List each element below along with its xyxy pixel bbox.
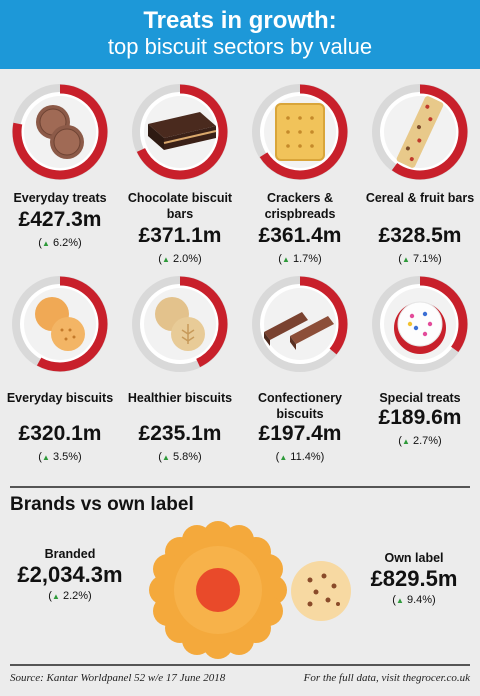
own-label-block: Own label £829.5m (▲ 9.4%) [356, 550, 472, 609]
sector-value: £189.6m [378, 406, 462, 429]
up-arrow-icon: ▲ [41, 239, 50, 248]
sector-name: Chocolate biscuit bars [127, 191, 233, 221]
section-divider [10, 486, 470, 488]
brand-value: £2,034.3m [17, 562, 123, 587]
page-subtitle: top biscuit sectors by value [107, 34, 373, 59]
plate-ring [372, 84, 468, 180]
footer-divider [10, 664, 470, 666]
sector-change: (▲ 2.0%) [158, 253, 202, 265]
wafer-finger-icon [264, 312, 334, 350]
digestive-biscuit-icon [155, 297, 205, 351]
sector-change: (▲ 3.5%) [38, 451, 82, 463]
cookie-icon [291, 561, 351, 621]
sector-value: £235.1m [138, 422, 222, 445]
sector-name: Everyday treats [13, 191, 107, 205]
sector-name: Crackers & crispbreads [264, 191, 336, 221]
share-ring [252, 84, 348, 180]
cereal-bar-icon [396, 96, 444, 168]
flower-biscuit-icon [149, 521, 287, 659]
up-arrow-icon: ▲ [281, 255, 290, 264]
up-arrow-icon: ▲ [401, 437, 410, 446]
up-arrow-icon: ▲ [41, 453, 50, 462]
footer-link[interactable]: For the full data, visit thegrocer.co.uk [303, 672, 470, 684]
plate-ring [252, 276, 348, 372]
rich-tea-biscuit-icon [35, 297, 85, 351]
sector-name: Cereal & fruit bars [365, 191, 475, 205]
sector-value: £197.4m [258, 422, 342, 445]
source-note: Source: Kantar Worldpanel 52 w/e 17 June… [10, 672, 226, 684]
branded-block: Branded £2,034.3m (▲ 2.2%) [10, 546, 130, 605]
sector-value: £361.4m [258, 224, 342, 247]
iced-biscuit-icon [394, 301, 446, 354]
share-ring [12, 276, 108, 372]
sector-name: Healthier biscuits [127, 391, 233, 405]
bourbon-biscuit-icon [36, 105, 84, 159]
share-ring [132, 276, 228, 372]
sector-change: (▲ 6.2%) [38, 237, 82, 249]
comparison-title: Brands vs own label [10, 494, 194, 515]
plate-ring [132, 276, 228, 372]
brand-name: Own label [384, 551, 444, 565]
sector-change: (▲ 2.7%) [398, 435, 442, 447]
share-ring [132, 84, 228, 180]
up-arrow-icon: ▲ [279, 453, 288, 462]
sector-name: Confectionery biscuits [257, 391, 343, 421]
sector-name: Special treats [379, 391, 461, 405]
share-ring [252, 276, 348, 372]
up-arrow-icon: ▲ [161, 255, 170, 264]
plate-ring [12, 84, 108, 180]
sector-value: £320.1m [18, 422, 102, 445]
header-banner: Treats in growth: top biscuit sectors by… [0, 0, 480, 69]
up-arrow-icon: ▲ [51, 592, 60, 601]
share-ring [372, 84, 468, 180]
plate-ring [12, 276, 108, 372]
sector-value: £328.5m [378, 224, 462, 247]
plate-ring [252, 84, 348, 180]
brand-change: (▲ 2.2%) [48, 590, 92, 602]
brand-name: Branded [44, 547, 96, 561]
sector-change: (▲ 11.4%) [275, 451, 325, 463]
up-arrow-icon: ▲ [395, 596, 404, 605]
page-title: Treats in growth: [143, 7, 337, 34]
up-arrow-icon: ▲ [161, 453, 170, 462]
share-ring [372, 276, 468, 372]
sector-value: £427.3m [18, 208, 102, 231]
share-ring [12, 84, 108, 180]
cracker-icon [275, 103, 325, 161]
brand-value: £829.5m [370, 566, 458, 591]
up-arrow-icon: ▲ [401, 255, 410, 264]
sector-change: (▲ 5.8%) [158, 451, 202, 463]
brand-change: (▲ 9.4%) [392, 594, 436, 606]
chocolate-bar-icon [148, 112, 217, 150]
sector-change: (▲ 7.1%) [398, 253, 442, 265]
sector-change: (▲ 1.7%) [278, 253, 322, 265]
plate-ring [372, 276, 468, 372]
plate-ring [132, 84, 228, 180]
sector-value: £371.1m [138, 224, 222, 247]
sector-name: Everyday biscuits [6, 391, 114, 405]
